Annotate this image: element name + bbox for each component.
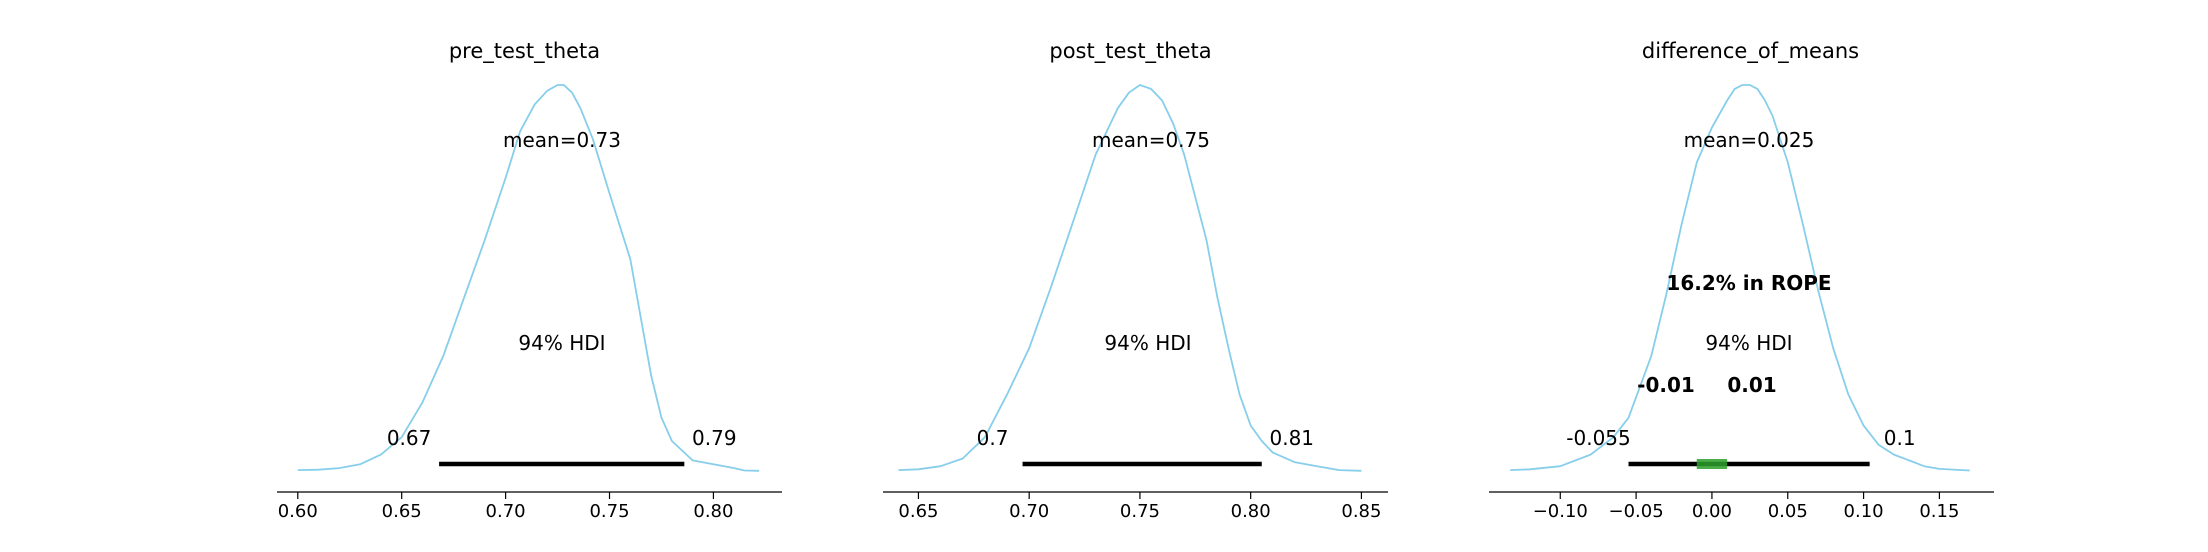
rope-band xyxy=(1696,459,1728,469)
rope-upper-label: 0.01 xyxy=(1727,373,1776,397)
hdi-label: 94% HDI xyxy=(518,331,605,355)
rope-lower-label: -0.01 xyxy=(1637,373,1695,397)
panel-title: post_test_theta xyxy=(1049,39,1211,64)
x-tick-label: 0.00 xyxy=(1692,501,1732,522)
mean-label: mean=0.75 xyxy=(1092,128,1210,152)
x-tick-label: 0.05 xyxy=(1768,501,1808,522)
x-tick-label: 0.70 xyxy=(1009,501,1049,522)
x-tick-label: 0.65 xyxy=(382,501,422,522)
mean-label: mean=0.025 xyxy=(1684,128,1815,152)
x-tick-label: 0.65 xyxy=(898,501,938,522)
hdi-label: 94% HDI xyxy=(1104,331,1191,355)
hdi-label: 94% HDI xyxy=(1705,331,1792,355)
panel-title: difference_of_means xyxy=(1642,39,1859,64)
x-tick-label: −0.05 xyxy=(1609,501,1664,522)
hdi-lower-label: 0.67 xyxy=(387,426,432,450)
x-tick-label: 0.60 xyxy=(278,501,318,522)
x-tick-label: 0.70 xyxy=(486,501,526,522)
x-tick-label: 0.75 xyxy=(1120,501,1160,522)
hdi-lower-label: 0.7 xyxy=(977,426,1009,450)
x-tick-label: 0.75 xyxy=(589,501,629,522)
mean-label: mean=0.73 xyxy=(503,128,621,152)
x-tick-label: 0.80 xyxy=(1231,501,1271,522)
density-curve xyxy=(898,84,1362,472)
hdi-upper-label: 0.79 xyxy=(692,426,737,450)
hdi-upper-label: 0.1 xyxy=(1884,426,1916,450)
x-tick-label: 0.85 xyxy=(1341,501,1381,522)
x-tick-label: 0.10 xyxy=(1844,501,1884,522)
density-curve xyxy=(1510,84,1970,472)
x-tick-label: 0.80 xyxy=(693,501,733,522)
rope-percentage-label: 16.2% in ROPE xyxy=(1666,271,1831,295)
density-curve xyxy=(297,84,760,472)
x-tick-label: 0.15 xyxy=(1919,501,1959,522)
x-tick-label: −0.10 xyxy=(1533,501,1588,522)
hdi-upper-label: 0.81 xyxy=(1269,426,1314,450)
hdi-lower-label: -0.055 xyxy=(1566,426,1630,450)
panel-title: pre_test_theta xyxy=(449,39,600,64)
